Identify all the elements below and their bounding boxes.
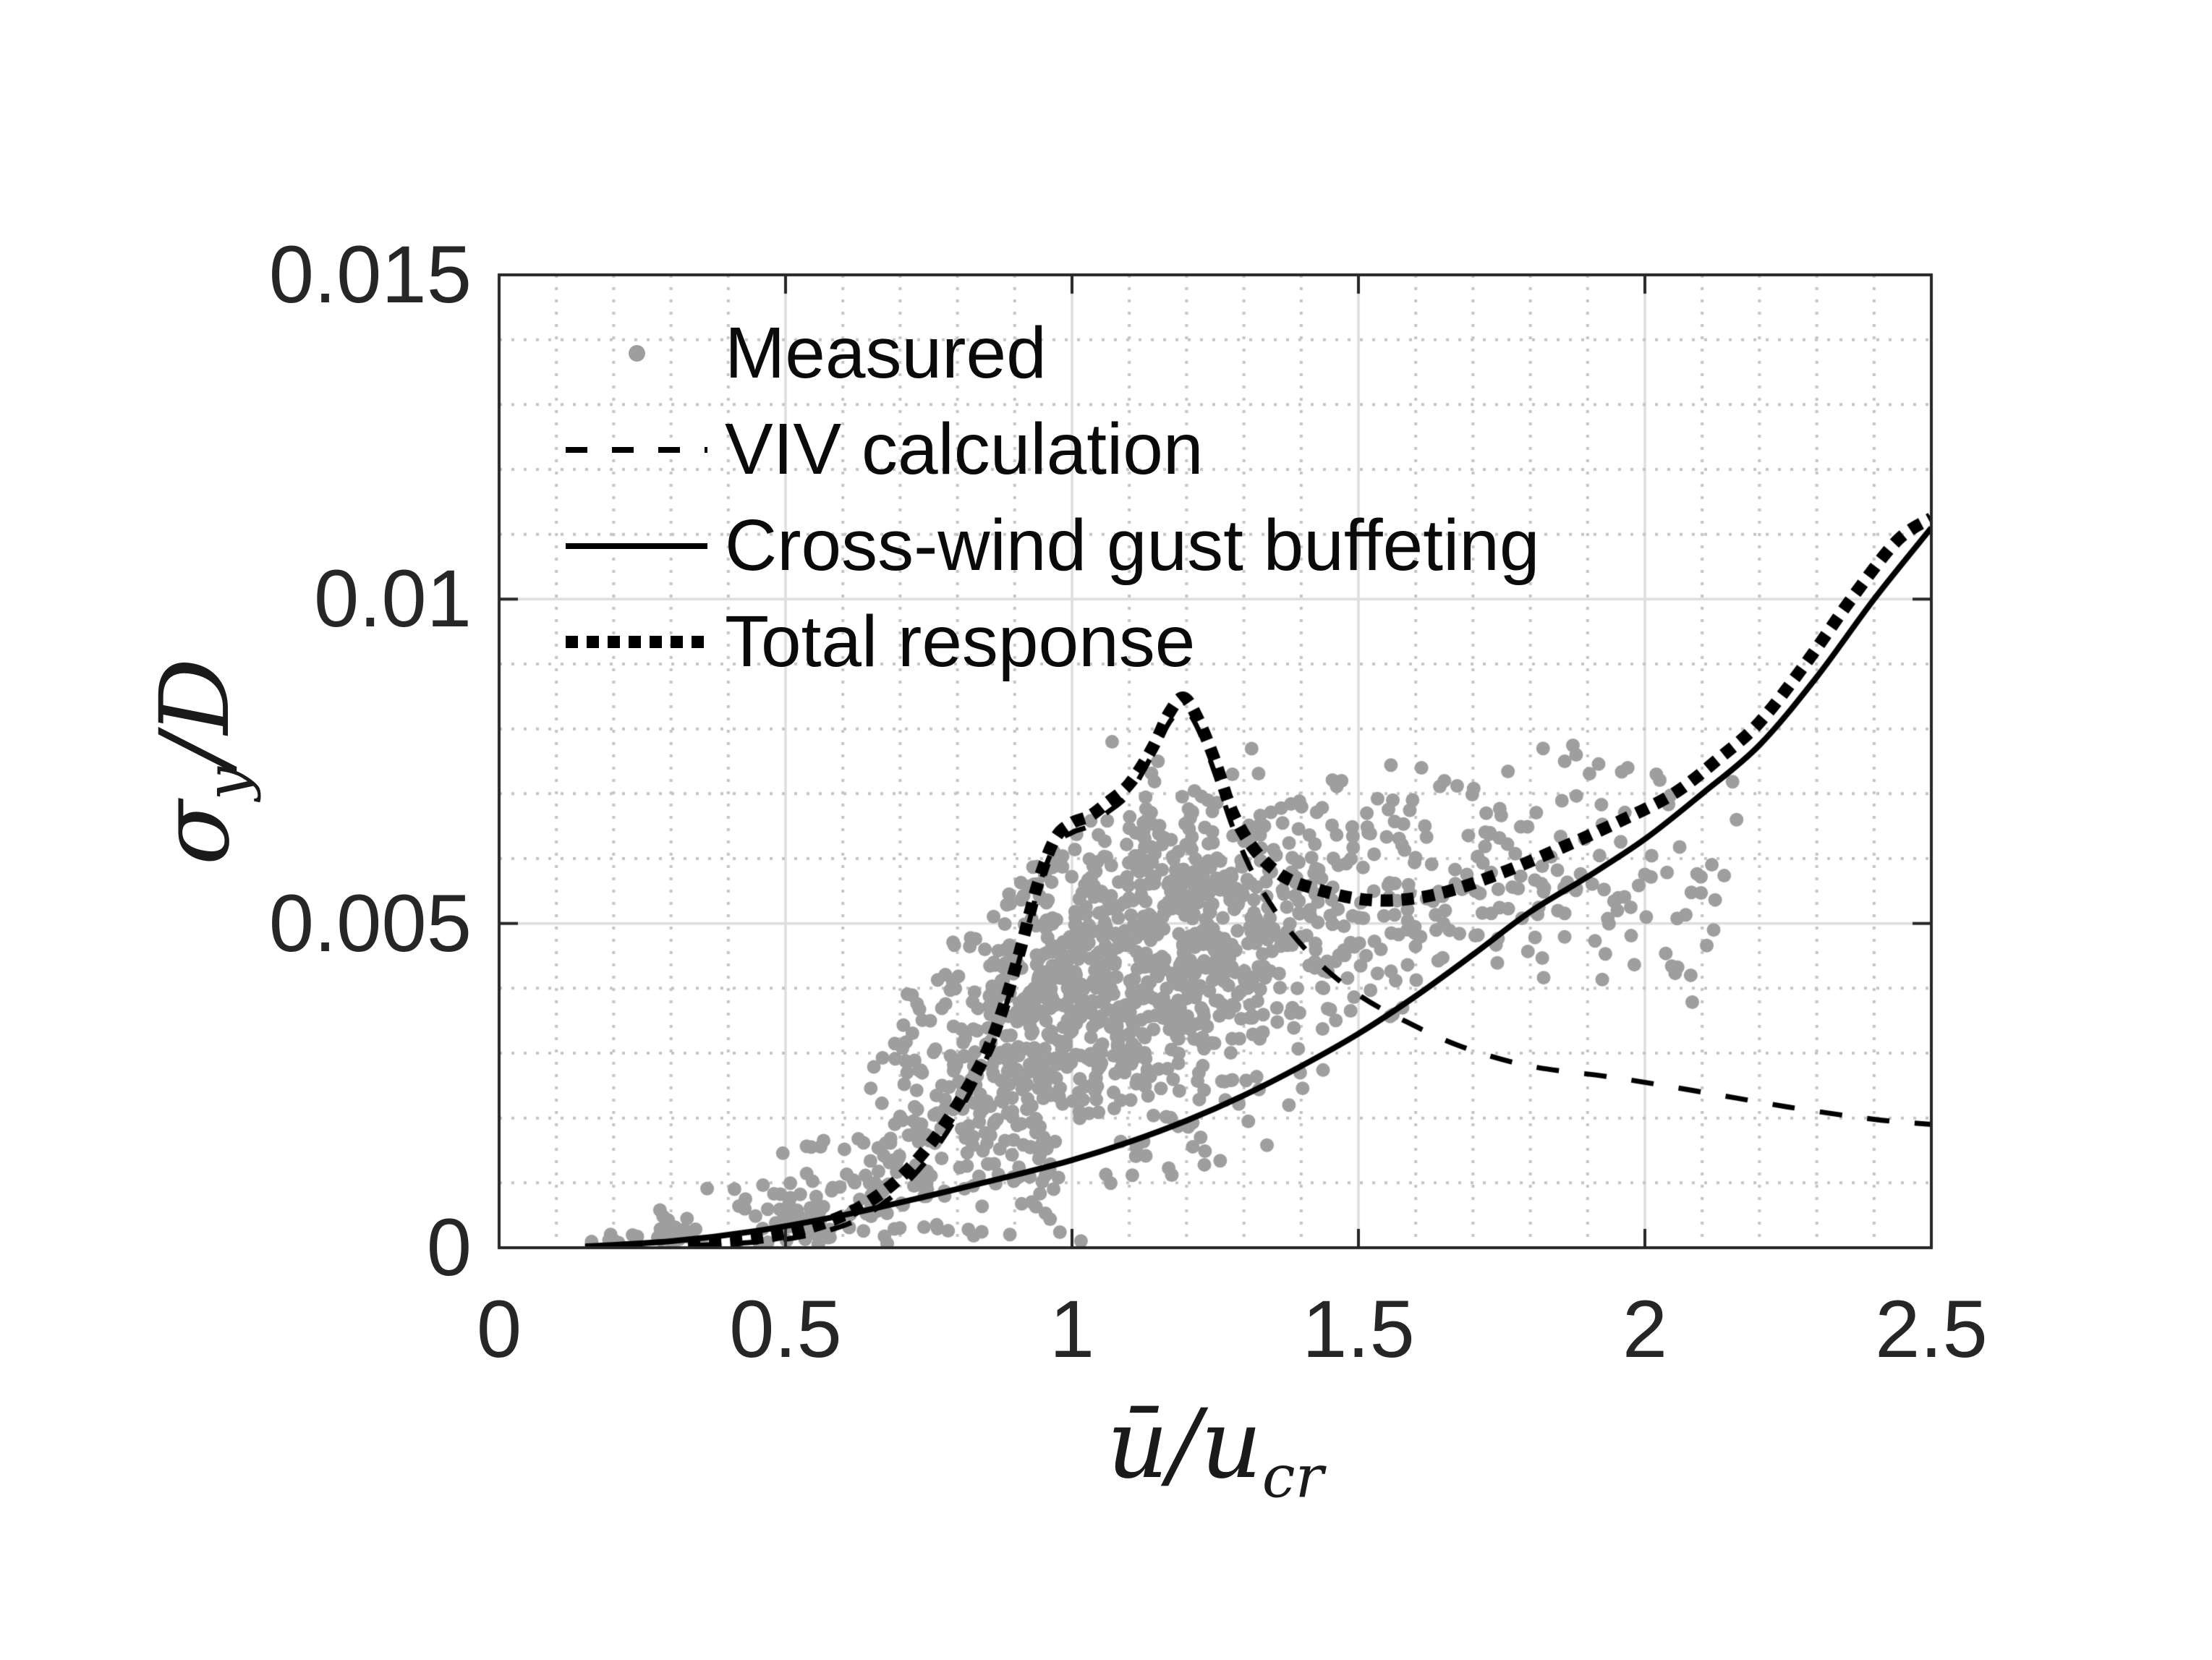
y-tick-label-0.005: 0.005 [268, 877, 472, 969]
legend-item-viv-calculation: VIV calculation [566, 401, 1540, 498]
legend-dashed-marker-icon [566, 446, 707, 453]
x-tick-label-0: 0 [476, 1284, 522, 1374]
legend-solid-marker-icon [566, 542, 707, 549]
x-tick-label-1: 1 [1049, 1284, 1095, 1374]
legend: Measured VIV calculation Cross-wind gust b… [566, 305, 1540, 690]
legend-label: Cross-wind gust buffeting [725, 505, 1540, 586]
legend-label: Measured [725, 312, 1047, 393]
x-tick-label-0.5: 0.5 [729, 1284, 842, 1374]
y-tick-label-0.01: 0.01 [314, 553, 472, 644]
legend-item-total-response: Total response [566, 594, 1540, 690]
y-axis-label-sub: y [193, 766, 263, 801]
legend-dot-marker-icon [566, 345, 707, 362]
legend-label: VIV calculation [725, 409, 1204, 490]
x-axis-label-main: ū/u [1107, 1389, 1262, 1500]
x-tick-label-2: 2 [1622, 1284, 1668, 1374]
legend-dotted-marker-icon [566, 636, 707, 648]
y-tick-label-0: 0 [426, 1202, 472, 1293]
x-axis-label: ū/ucr [854, 1383, 1577, 1507]
legend-item-measured: Measured [566, 305, 1540, 401]
x-axis-label-sub: cr [1262, 1442, 1324, 1512]
y-axis-label-rest: /D [140, 657, 251, 767]
y-tick-label-0.015: 0.015 [268, 229, 472, 320]
x-tick-label-1.5: 1.5 [1302, 1284, 1415, 1374]
y-axis-label-main: σ [140, 800, 251, 866]
y-axis-label: σy/D [134, 505, 262, 1018]
legend-item-cross-wind-gust-buffeting: Cross-wind gust buffeting [566, 498, 1540, 594]
x-tick-label-2.5: 2.5 [1875, 1284, 1988, 1374]
legend-label: Total response [725, 601, 1196, 682]
